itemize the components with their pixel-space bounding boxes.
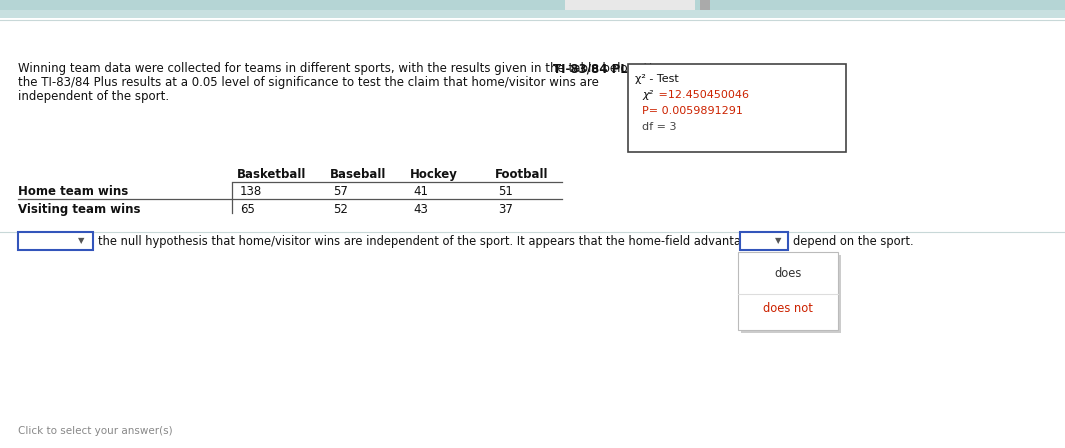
Text: does: does (774, 267, 802, 280)
Text: Click to select your answer(s): Click to select your answer(s) (18, 426, 173, 436)
Text: P= 0.0059891291: P= 0.0059891291 (642, 106, 743, 116)
Text: Hockey: Hockey (410, 168, 458, 181)
Text: 51: 51 (498, 185, 513, 198)
Text: χ² - Test: χ² - Test (635, 74, 678, 84)
Text: the null hypothesis that home/visitor wins are independent of the sport. It appe: the null hypothesis that home/visitor wi… (98, 234, 755, 247)
Bar (566, 0, 695, 10)
Text: 52: 52 (333, 203, 348, 216)
Text: independent of the sport.: independent of the sport. (18, 90, 169, 103)
Text: χ²: χ² (642, 90, 653, 100)
Text: depend on the sport.: depend on the sport. (793, 234, 914, 247)
Text: Visiting team wins: Visiting team wins (18, 203, 141, 216)
Text: Basketball: Basketball (237, 168, 307, 181)
Text: 41: 41 (413, 185, 428, 198)
Text: the TI-83/84 Plus results at a 0.05 level of significance to test the claim that: the TI-83/84 Plus results at a 0.05 leve… (18, 76, 599, 89)
Text: Baseball: Baseball (330, 168, 387, 181)
Bar (628, 64, 846, 152)
Text: Football: Football (495, 168, 548, 181)
Bar (18, 232, 93, 250)
Text: ▼: ▼ (78, 237, 84, 246)
Bar (0, 0, 1065, 10)
Text: 43: 43 (413, 203, 428, 216)
Text: 57: 57 (333, 185, 348, 198)
Text: ▼: ▼ (774, 237, 782, 246)
Text: 37: 37 (498, 203, 513, 216)
Text: 138: 138 (240, 185, 262, 198)
Text: Home team wins: Home team wins (18, 185, 128, 198)
Text: =12.450450046: =12.450450046 (655, 90, 749, 100)
Text: does not: does not (763, 302, 813, 314)
Text: Winning team data were collected for teams in different sports, with the results: Winning team data were collected for tea… (18, 62, 669, 75)
Bar (0, 10, 1065, 18)
Text: 65: 65 (240, 203, 255, 216)
Bar (740, 232, 788, 250)
Bar (741, 255, 841, 333)
Bar (738, 252, 838, 330)
Text: TI-83/84 PLUS: TI-83/84 PLUS (553, 62, 645, 75)
Text: df = 3: df = 3 (642, 122, 676, 132)
Bar (700, 0, 710, 10)
